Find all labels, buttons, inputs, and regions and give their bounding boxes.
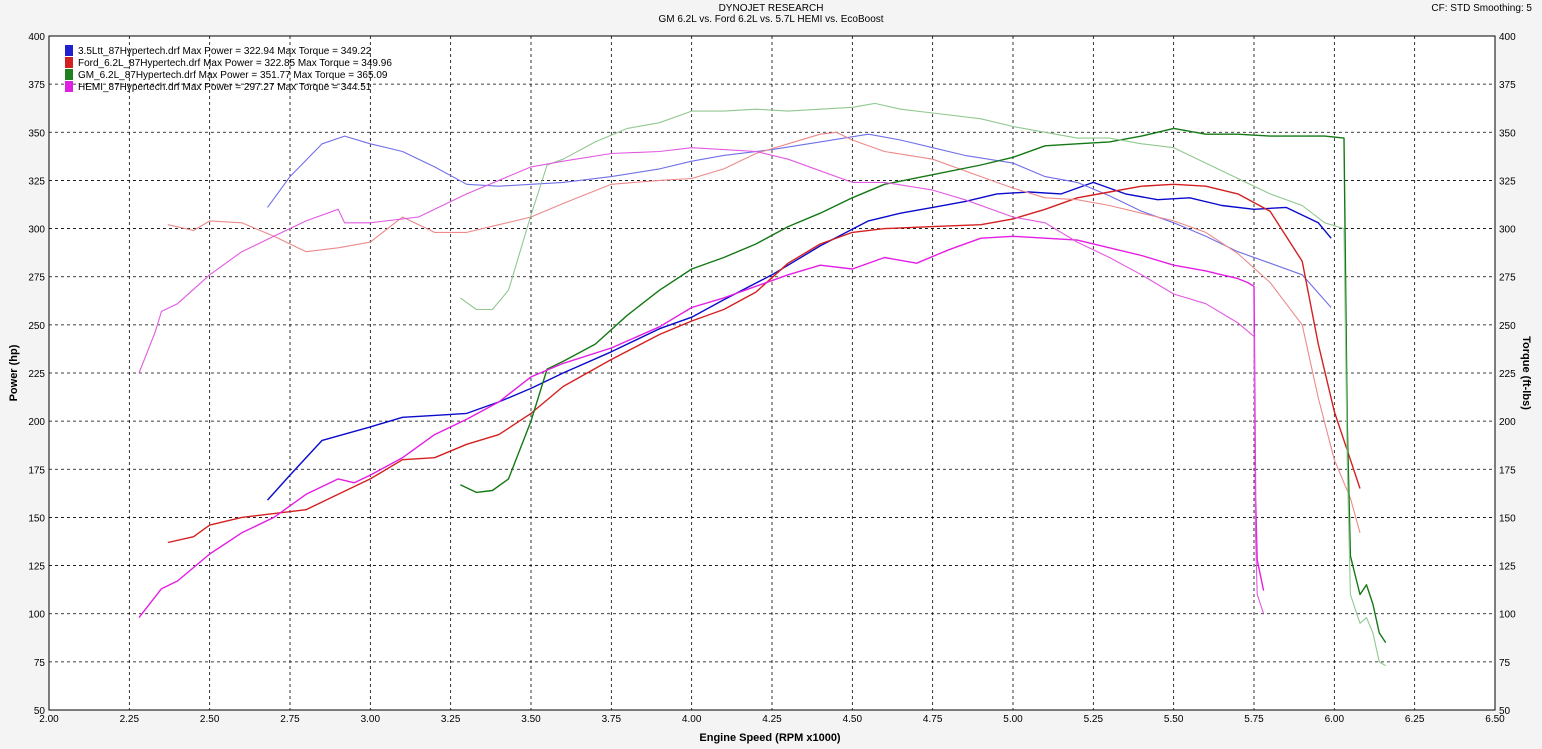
x-axis-label: Engine Speed (RPM x1000)	[699, 732, 841, 744]
series-line-torque	[138, 147, 1265, 614]
x-tick-label: 2.25	[120, 714, 140, 725]
x-tick-label: 2.75	[280, 714, 300, 725]
y2-tick-label: 125	[1499, 562, 1516, 573]
x-tick-label: 6.50	[1485, 714, 1505, 725]
x-tick-label: 4.00	[682, 714, 702, 725]
y2-tick-label: 325	[1499, 176, 1516, 187]
x-tick-label: 3.00	[361, 714, 381, 725]
x-tick-label: 3.75	[602, 714, 622, 725]
series-line-power	[138, 235, 1265, 619]
y2-tick-label: 350	[1499, 128, 1516, 139]
y-tick-label: 50	[34, 706, 46, 717]
x-tick-label: 5.25	[1084, 714, 1104, 725]
y-tick-label: 75	[34, 658, 46, 669]
series-line-power	[459, 127, 1387, 643]
y2-tick-label: 75	[1499, 658, 1511, 669]
y-tick-label: 275	[28, 273, 45, 284]
y-tick-label: 375	[28, 80, 45, 91]
chart-subtitle: GM 6.2L vs. Ford 6.2L vs. 5.7L HEMI vs. …	[658, 14, 884, 25]
x-tick-label: 5.00	[1003, 714, 1023, 725]
y-tick-label: 175	[28, 465, 45, 476]
legend-entry: Ford_6.2L_87Hypertech.drf Max Power = 32…	[78, 58, 392, 69]
chart-title: DYNOJET RESEARCH	[718, 3, 824, 14]
x-tick-label: 4.75	[923, 714, 943, 725]
y-tick-label: 125	[28, 562, 45, 573]
y-axis-label: Power (hp)	[8, 344, 20, 401]
legend-entry: 3.5Ltt_87Hypertech.drf Max Power = 322.9…	[78, 46, 372, 57]
legend-entry: HEMI_87Hypertech.drf Max Power = 297.27 …	[78, 82, 372, 93]
series-line-torque	[459, 102, 1386, 667]
y2-tick-label: 250	[1499, 321, 1516, 332]
series-line-power	[266, 181, 1332, 501]
y-tick-label: 325	[28, 176, 45, 187]
y-tick-label: 225	[28, 369, 45, 380]
x-tick-label: 5.75	[1244, 714, 1264, 725]
series-line-torque	[167, 131, 1361, 533]
x-tick-label: 2.50	[200, 714, 220, 725]
x-tick-label: 5.50	[1164, 714, 1184, 725]
y2-tick-label: 300	[1499, 225, 1516, 236]
grid	[49, 36, 1495, 710]
x-tick-label: 3.50	[521, 714, 541, 725]
y-tick-label: 400	[28, 32, 45, 43]
x-tick-label: 4.25	[762, 714, 782, 725]
x-tick-label: 6.25	[1405, 714, 1425, 725]
series-lines	[138, 102, 1387, 667]
x-tick-label: 4.50	[843, 714, 863, 725]
y2-axis-label: Torque (ft-lbs)	[1520, 336, 1532, 410]
y2-tick-label: 275	[1499, 273, 1516, 284]
y-tick-label: 350	[28, 128, 45, 139]
y-tick-label: 150	[28, 513, 45, 524]
plot-frame	[48, 35, 1496, 711]
y2-tick-label: 150	[1499, 513, 1516, 524]
y2-tick-label: 225	[1499, 369, 1516, 380]
x-tick-label: 3.25	[441, 714, 461, 725]
y2-tick-label: 175	[1499, 465, 1516, 476]
legend-swatch	[65, 81, 73, 92]
legend-swatch	[65, 45, 73, 56]
y2-tick-label: 50	[1499, 706, 1511, 717]
axes: 2.00 2.25 2.50 2.75 3.00 3.25 3.50 3.75 4.00 4.25…	[28, 32, 1516, 725]
series-line-power	[167, 183, 1361, 544]
y-tick-label: 200	[28, 417, 45, 428]
y-tick-label: 300	[28, 225, 45, 236]
y2-tick-label: 200	[1499, 417, 1516, 428]
x-tick-label: 2.00	[39, 714, 59, 725]
series-line-torque	[267, 133, 1332, 308]
legend-swatch	[65, 69, 73, 80]
y2-tick-label: 400	[1499, 32, 1516, 43]
legend-entry: GM_6.2L_87Hypertech.drf Max Power = 351.…	[78, 70, 388, 81]
y-tick-label: 250	[28, 321, 45, 332]
y2-tick-label: 100	[1499, 610, 1516, 621]
legend-swatch	[65, 57, 73, 68]
x-tick-label: 6.00	[1325, 714, 1345, 725]
legend: 3.5Ltt_87Hypertech.drf Max Power = 322.9…	[65, 45, 392, 93]
cf-smoothing-info: CF: STD Smoothing: 5	[1431, 3, 1532, 14]
y2-tick-label: 375	[1499, 80, 1516, 91]
y-tick-label: 100	[28, 610, 45, 621]
